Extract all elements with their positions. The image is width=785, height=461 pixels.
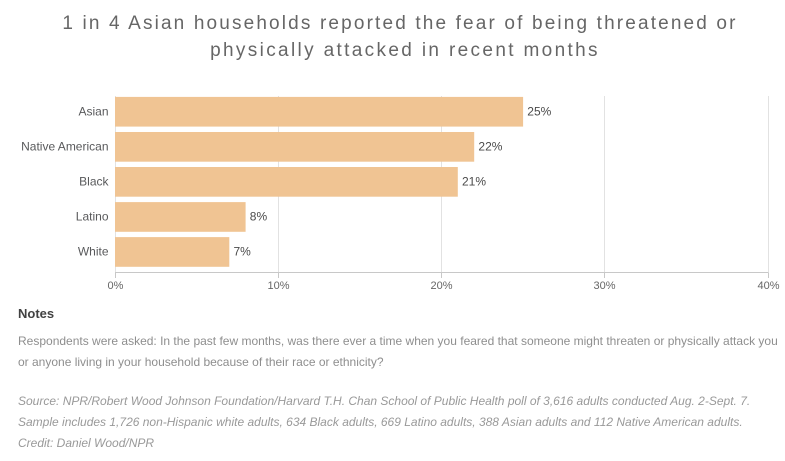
svg-text:7%: 7% bbox=[234, 245, 252, 259]
svg-text:25%: 25% bbox=[527, 104, 551, 118]
svg-text:20%: 20% bbox=[430, 280, 452, 292]
svg-text:Latino: Latino bbox=[76, 210, 109, 224]
svg-text:White: White bbox=[78, 245, 109, 259]
svg-text:30%: 30% bbox=[593, 280, 615, 292]
svg-text:10%: 10% bbox=[267, 280, 289, 292]
svg-text:21%: 21% bbox=[462, 174, 486, 188]
svg-text:Asian: Asian bbox=[78, 104, 108, 118]
svg-text:8%: 8% bbox=[250, 210, 268, 224]
svg-text:22%: 22% bbox=[478, 139, 502, 153]
svg-text:Native American: Native American bbox=[21, 139, 108, 153]
svg-text:0%: 0% bbox=[108, 280, 124, 292]
svg-text:40%: 40% bbox=[757, 280, 779, 292]
svg-text:Black: Black bbox=[79, 174, 109, 188]
